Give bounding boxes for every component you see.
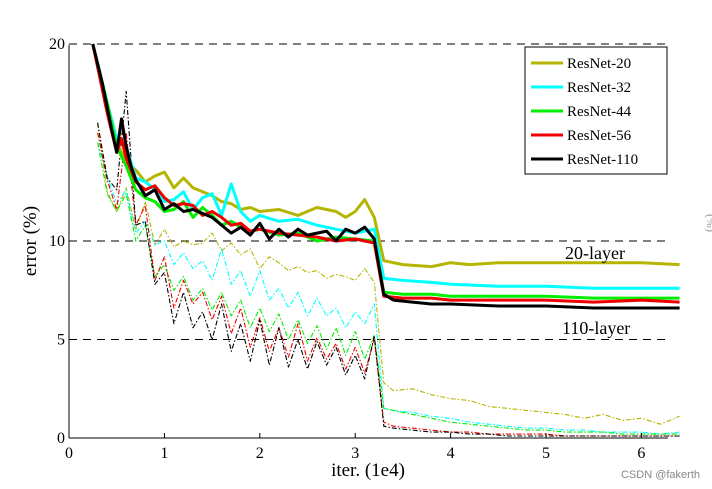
legend-label: ResNet-110 (567, 152, 638, 168)
x-tick-label: 6 (637, 445, 645, 462)
annotation-110-layer: 110-layer (562, 318, 630, 338)
test-line-resnet-20 (91, 43, 680, 269)
train-series-group (97, 90, 680, 437)
x-tick-label: 3 (351, 445, 359, 462)
x-tick-label: 2 (256, 445, 264, 462)
test-series-group (91, 43, 680, 310)
y-ticks: 0 5 10 20 (49, 36, 74, 447)
watermark: CSDN @fakerth (620, 469, 700, 481)
y-tick-label: 20 (49, 36, 65, 53)
legend-label: ResNet-44 (567, 104, 632, 120)
x-ticks: 0 1 2 3 4 5 6 (65, 433, 645, 462)
y-tick-label: 10 (49, 233, 65, 250)
legend: ResNet-20 ResNet-32 ResNet-44 ResNet-56 ResN… (524, 46, 668, 175)
train-line-resnet-56 (97, 132, 680, 437)
x-tick-label: 4 (447, 445, 455, 462)
x-axis-label: iter. (1e4) (331, 460, 405, 481)
train-line-resnet-20 (97, 122, 680, 425)
x-tick-label: 5 (542, 445, 550, 462)
test-line-resnet-110 (91, 43, 680, 310)
x-tick-label: 0 (65, 445, 73, 462)
legend-label: ResNet-20 (567, 56, 631, 72)
annotation-20-layer: 20-layer (565, 243, 625, 263)
train-line-resnet-32 (97, 142, 680, 435)
train-line-resnet-44 (97, 142, 680, 435)
legend-label: ResNet-32 (567, 80, 631, 96)
edge-fragment-text: (%) (704, 214, 712, 232)
train-line-resnet-110 (97, 90, 680, 437)
x-tick-label: 1 (160, 445, 168, 462)
y-tick-label: 0 (57, 430, 65, 447)
legend-label: ResNet-56 (567, 128, 632, 144)
y-axis-label: error (%) (20, 206, 41, 276)
test-line-resnet-32 (91, 43, 680, 290)
y-tick-label: 5 (57, 332, 65, 349)
